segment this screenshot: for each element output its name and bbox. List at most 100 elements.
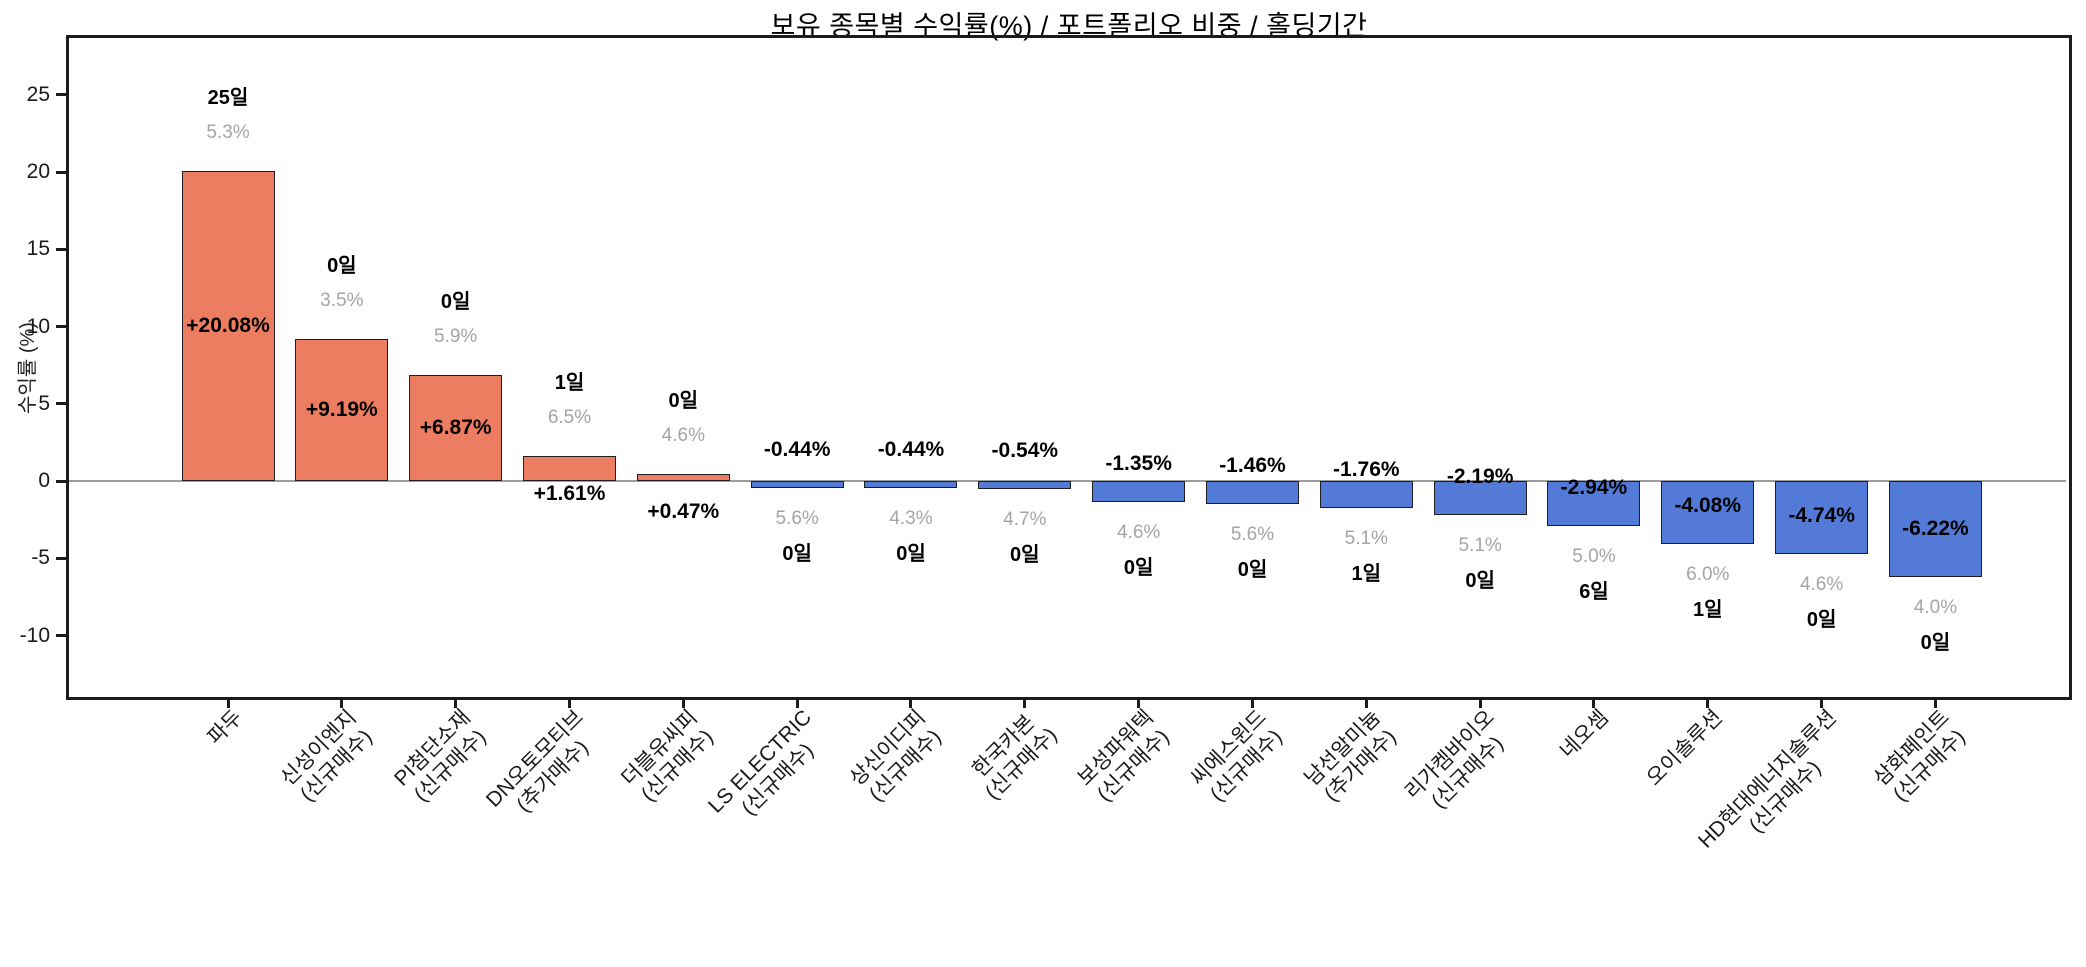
days-label: 1일 — [1351, 563, 1382, 586]
x-category-label-text: 더블유씨피 (신규매수) — [617, 705, 719, 807]
days-label: 1일 — [554, 372, 585, 395]
days-label: 6일 — [1579, 581, 1609, 604]
y-axis-label: 수익률 (%) — [17, 322, 39, 414]
y-tick-mark — [56, 634, 66, 637]
y-tick-mark — [56, 247, 66, 251]
bar-6 — [750, 481, 844, 488]
y-tick-label: 5 — [38, 391, 50, 415]
y-tick-mark — [56, 325, 66, 328]
weight-label: 6.0% — [1686, 564, 1730, 586]
x-category-label-text: 파두 — [203, 705, 247, 750]
x-category-label-text: 네오셈 — [1555, 705, 1613, 763]
bar-3 — [409, 374, 503, 481]
x-category-label-text: 삼화페인트 (신규매수) — [1869, 705, 1971, 807]
weight-label: 5.6% — [775, 507, 819, 529]
days-label: 0일 — [327, 255, 357, 277]
y-tick-mark — [56, 556, 66, 560]
bar-10 — [1205, 481, 1299, 504]
return-label: -0.44% — [763, 437, 831, 461]
bar-1 — [181, 170, 275, 481]
bar-16 — [1888, 481, 1982, 578]
x-tick-mark — [1137, 698, 1141, 708]
y-tick-mark — [56, 479, 66, 483]
y-tick-label: -5 — [31, 546, 50, 570]
x-category-label-text: 오이솔루션 — [1642, 705, 1727, 791]
y-tick-label: 25 — [26, 82, 50, 106]
return-label: -6.22% — [1902, 517, 1969, 541]
bar-14 — [1661, 481, 1755, 545]
weight-label: 6.5% — [547, 407, 592, 429]
x-tick-mark — [1364, 698, 1368, 708]
days-label: 0일 — [1465, 569, 1495, 592]
x-tick-mark — [340, 698, 344, 708]
days-label: 1일 — [1693, 599, 1723, 622]
days-label: 0일 — [1237, 558, 1268, 581]
y-tick-label: 0 — [38, 469, 50, 492]
x-tick-mark — [1933, 698, 1937, 708]
bar-7 — [864, 481, 958, 488]
x-tick-mark — [1592, 698, 1596, 708]
bar-11 — [1319, 481, 1413, 509]
weight-label: 4.7% — [1003, 509, 1047, 531]
x-category-label-text: PI첨단소재 (신규매수) — [389, 705, 491, 807]
plot-area — [66, 35, 2072, 700]
x-category-label-text: 씨에스윈드 (신규매수) — [1186, 705, 1288, 807]
x-tick-mark — [567, 698, 571, 708]
weight-label: 5.1% — [1458, 534, 1502, 556]
y-tick-mark — [56, 170, 66, 174]
x-tick-mark — [795, 698, 799, 708]
return-label: -4.74% — [1788, 504, 1855, 528]
days-label: 25일 — [207, 86, 249, 109]
weight-label: 4.6% — [1116, 521, 1161, 543]
bar-2 — [295, 339, 389, 481]
weight-label: 5.0% — [1572, 546, 1616, 568]
weight-label: 4.3% — [889, 507, 933, 529]
x-tick-mark — [1023, 698, 1027, 708]
y-tick-label: 15 — [26, 237, 50, 261]
return-label: -0.54% — [991, 439, 1059, 463]
x-category-label-text: 상신이디피 (신규매수) — [845, 705, 946, 807]
days-label: 0일 — [1010, 544, 1040, 567]
return-label: +1.61% — [533, 482, 606, 506]
y-tick-label: 20 — [26, 160, 50, 183]
return-label: -2.19% — [1446, 464, 1514, 488]
weight-label: 4.6% — [661, 424, 705, 446]
x-category-label: 파두 — [4, 705, 248, 949]
y-tick-label: 10 — [26, 314, 50, 338]
weight-label: 4.0% — [1913, 597, 1958, 619]
x-tick-mark — [454, 698, 458, 708]
return-label: -1.46% — [1219, 453, 1286, 477]
return-label: +0.47% — [647, 499, 720, 523]
weight-label: 3.5% — [320, 290, 364, 311]
return-label: +6.87% — [419, 415, 492, 439]
x-category-label-text: 보성파워텍 (신규매수) — [1073, 705, 1174, 807]
return-label: -1.35% — [1105, 451, 1172, 475]
weight-label: 5.3% — [206, 121, 250, 143]
x-category-label-text: 한국카본 (신규매수) — [967, 710, 1062, 805]
days-label: 0일 — [1123, 556, 1154, 579]
weight-label: 4.6% — [1799, 574, 1844, 596]
bar-5 — [636, 473, 730, 481]
bar-8 — [978, 481, 1072, 490]
x-tick-mark — [1706, 698, 1710, 708]
return-label: -1.76% — [1333, 458, 1400, 482]
return-label: +9.19% — [305, 398, 378, 421]
x-tick-mark — [909, 698, 913, 708]
days-label: 0일 — [1920, 632, 1951, 655]
days-label: 0일 — [440, 290, 471, 313]
days-label: 0일 — [782, 542, 812, 565]
weight-label: 5.6% — [1230, 523, 1275, 545]
x-tick-mark — [1478, 698, 1482, 708]
weight-label: 5.9% — [434, 325, 478, 347]
bar-13 — [1547, 481, 1641, 527]
x-tick-mark — [226, 698, 230, 708]
x-tick-mark — [1250, 698, 1254, 708]
bar-4 — [522, 456, 616, 481]
weight-label: 5.1% — [1344, 528, 1388, 550]
x-tick-mark — [681, 698, 685, 708]
x-tick-mark — [1820, 698, 1824, 708]
x-category-label: 오이솔루션 — [1484, 705, 1728, 949]
days-label: 0일 — [668, 389, 699, 412]
return-label: -0.44% — [877, 437, 945, 461]
y-tick-mark — [56, 93, 66, 97]
